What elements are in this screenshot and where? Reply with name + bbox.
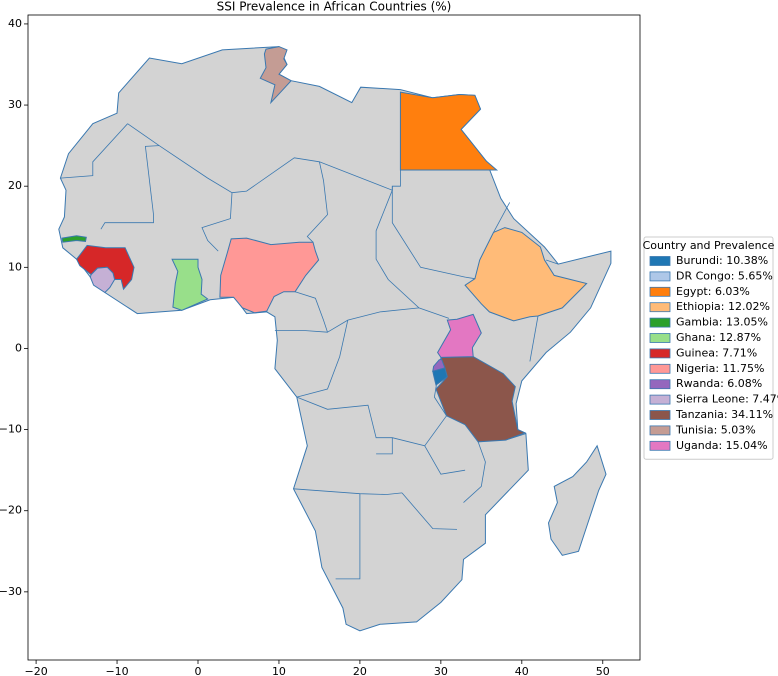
country bbox=[61, 235, 87, 243]
legend-label: Guinea: 7.71% bbox=[676, 346, 757, 359]
country-border bbox=[401, 492, 458, 530]
x-tick-label: 30 bbox=[434, 665, 448, 676]
legend-label: Sierra Leone: 7.47% bbox=[676, 393, 778, 406]
y-tick-label: −30 bbox=[0, 585, 22, 598]
legend-swatch bbox=[649, 394, 671, 405]
landmass bbox=[58, 46, 612, 632]
x-tick-label: 20 bbox=[353, 665, 367, 676]
country bbox=[464, 227, 588, 322]
country-border bbox=[201, 192, 233, 252]
legend-swatch bbox=[649, 286, 671, 297]
legend-label: Rwanda: 6.08% bbox=[676, 377, 762, 390]
country-border bbox=[493, 202, 511, 233]
country-border bbox=[296, 320, 349, 398]
chart-title: SSI Prevalence in African Countries (%) bbox=[217, 0, 452, 14]
legend-swatch bbox=[649, 440, 671, 451]
country-border bbox=[391, 186, 466, 278]
y-tick-label: 30 bbox=[8, 98, 22, 111]
landmass bbox=[547, 444, 607, 556]
country-border bbox=[529, 315, 539, 362]
country-border bbox=[274, 330, 328, 333]
country-border bbox=[100, 145, 160, 230]
country bbox=[259, 46, 292, 105]
country-border bbox=[335, 493, 361, 580]
y-tick-label: 0 bbox=[15, 341, 22, 354]
legend-label: Uganda: 15.04% bbox=[676, 439, 768, 452]
legend-swatch bbox=[649, 317, 671, 328]
legend-frame bbox=[643, 236, 774, 460]
country-border bbox=[375, 190, 450, 319]
legend-swatch bbox=[649, 363, 671, 374]
legend-label: Tanzania: 34.11% bbox=[675, 408, 773, 421]
country-border bbox=[465, 276, 475, 280]
x-tick-label: −10 bbox=[105, 665, 128, 676]
legend-label: Egypt: 6.03% bbox=[676, 285, 750, 298]
x-tick-label: 50 bbox=[596, 665, 610, 676]
x-tick-label: −20 bbox=[24, 665, 47, 676]
legend-swatch bbox=[649, 271, 671, 282]
country-border bbox=[127, 92, 401, 194]
legend-swatch bbox=[649, 302, 671, 313]
y-tick-label: 10 bbox=[8, 260, 22, 273]
y-tick-label: 20 bbox=[8, 179, 22, 192]
country-border bbox=[463, 441, 486, 503]
country-border bbox=[545, 259, 559, 265]
x-tick-label: 10 bbox=[272, 665, 286, 676]
x-tick-label: 0 bbox=[195, 665, 202, 676]
country-border bbox=[306, 161, 328, 243]
x-tick-label: 40 bbox=[515, 665, 529, 676]
country bbox=[89, 266, 116, 294]
y-tick-label: −20 bbox=[0, 504, 22, 517]
legend-label: Gambia: 13.05% bbox=[676, 316, 768, 329]
country bbox=[437, 313, 482, 358]
legend-label: DR Congo: 5.65% bbox=[676, 269, 773, 282]
legend-swatch bbox=[649, 425, 671, 436]
country bbox=[399, 91, 499, 171]
legend-swatch bbox=[649, 256, 671, 266]
country bbox=[219, 237, 320, 314]
axes-frame bbox=[27, 14, 641, 661]
country bbox=[171, 258, 209, 311]
legend: Country and Prevalence Burundi: 10.38% DR … bbox=[643, 236, 778, 460]
y-tick-label: 40 bbox=[8, 17, 22, 30]
legend-title: Country and Prevalence bbox=[643, 239, 775, 252]
legend-label: Nigeria: 11.75% bbox=[676, 362, 765, 375]
y-tick-label: −10 bbox=[0, 423, 22, 436]
country-border bbox=[60, 123, 128, 179]
legend-swatch bbox=[649, 379, 671, 390]
legend-swatch bbox=[649, 348, 671, 359]
legend-label: Ethiopia: 12.02% bbox=[676, 300, 770, 313]
legend-label: Burundi: 10.38% bbox=[676, 254, 768, 267]
legend-swatch bbox=[649, 410, 671, 420]
country-border bbox=[293, 488, 403, 495]
legend-label: Ghana: 12.87% bbox=[676, 331, 761, 344]
legend-swatch bbox=[649, 333, 671, 343]
country-border bbox=[376, 437, 393, 455]
country-border bbox=[424, 445, 466, 475]
legend-label: Tunisia: 5.03% bbox=[675, 423, 756, 436]
country bbox=[435, 356, 527, 443]
